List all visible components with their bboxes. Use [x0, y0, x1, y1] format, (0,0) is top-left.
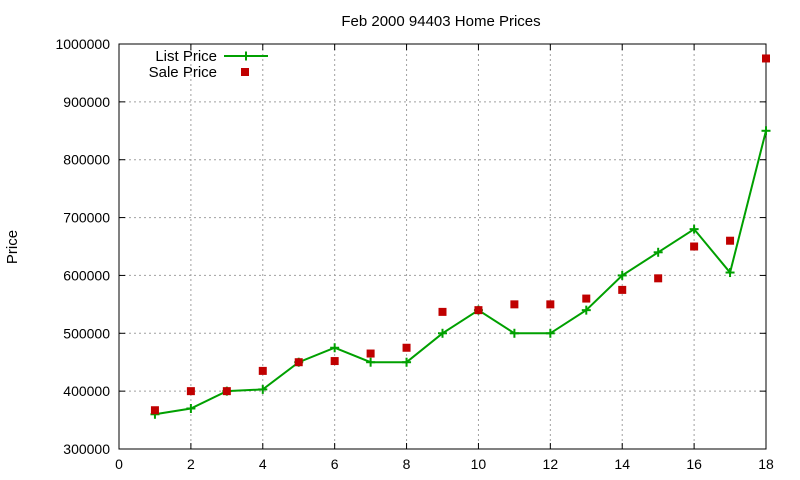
- tick-layer: 0 2 4 6 8 10 12 14 16 18 300000 400000 500000 600000 7…: [55, 36, 774, 472]
- data-point-sale-price: [330, 357, 339, 366]
- y-tick-label: 1000000: [55, 36, 110, 52]
- y-tick-label: 900000: [63, 94, 110, 110]
- y-axis-label: Price: [4, 230, 21, 264]
- data-point-list-price: [689, 224, 699, 234]
- data-point-list-price: [258, 384, 268, 394]
- data-point-sale-price: [690, 242, 699, 251]
- plot-frame: [118, 43, 767, 450]
- data-point-list-price: [581, 305, 591, 315]
- data-point-sale-price: [726, 236, 735, 245]
- chart-title: Feb 2000 94403 Home Prices: [341, 13, 540, 30]
- legend: List Price Sale Price: [149, 48, 268, 81]
- data-point-sale-price: [654, 274, 663, 283]
- x-tick-label: 18: [758, 456, 774, 472]
- y-tick-label: 600000: [63, 267, 110, 283]
- data-point-sale-price: [546, 300, 555, 309]
- data-point-sale-price: [474, 306, 483, 315]
- data-point-list-price: [725, 268, 735, 278]
- data-point-sale-price: [222, 387, 231, 396]
- y-tick-label: 800000: [63, 152, 110, 168]
- x-tick-label: 16: [686, 456, 702, 472]
- data-point-sale-price: [150, 406, 159, 415]
- x-tick-label: 14: [614, 456, 630, 472]
- legend-label-list-price: List Price: [155, 48, 217, 65]
- y-tick-label: 300000: [63, 441, 110, 457]
- x-tick-label: 4: [259, 456, 267, 472]
- data-point-list-price: [366, 357, 376, 367]
- data-point-sale-price: [294, 358, 303, 367]
- data-point-list-price: [330, 343, 340, 353]
- data-point-sale-price: [402, 343, 411, 352]
- data-point-list-price: [761, 126, 771, 136]
- data-point-sale-price: [582, 294, 591, 303]
- x-tick-label: 6: [331, 456, 339, 472]
- legend-label-sale-price: Sale Price: [149, 64, 217, 81]
- data-point-list-price: [402, 357, 412, 367]
- x-tick-label: 2: [187, 456, 195, 472]
- data-point-list-price: [509, 328, 519, 338]
- x-tick-label: 12: [543, 456, 559, 472]
- data-point-sale-price: [258, 366, 267, 375]
- series-layer: [150, 54, 771, 419]
- data-point-sale-price: [366, 349, 375, 358]
- data-point-sale-price: [510, 300, 519, 309]
- y-tick-label: 400000: [63, 383, 110, 399]
- data-point-list-price: [653, 247, 663, 257]
- legend-marker-sale-price: [241, 68, 249, 76]
- data-point-sale-price: [438, 307, 447, 316]
- data-point-list-price: [438, 328, 447, 338]
- x-tick-label: 8: [403, 456, 411, 472]
- data-point-list-price: [186, 404, 196, 413]
- y-tick-label: 700000: [63, 210, 110, 226]
- x-tick-label: 10: [471, 456, 487, 472]
- y-tick-label: 500000: [63, 325, 110, 341]
- x-tick-label: 0: [115, 456, 123, 472]
- data-point-sale-price: [618, 285, 627, 294]
- data-point-sale-price: [762, 54, 770, 63]
- data-point-sale-price: [186, 387, 195, 396]
- legend-marker-list-price: [241, 51, 251, 61]
- data-point-list-price: [617, 270, 627, 280]
- series-line-list-price: [154, 130, 767, 416]
- data-point-list-price: [545, 328, 555, 338]
